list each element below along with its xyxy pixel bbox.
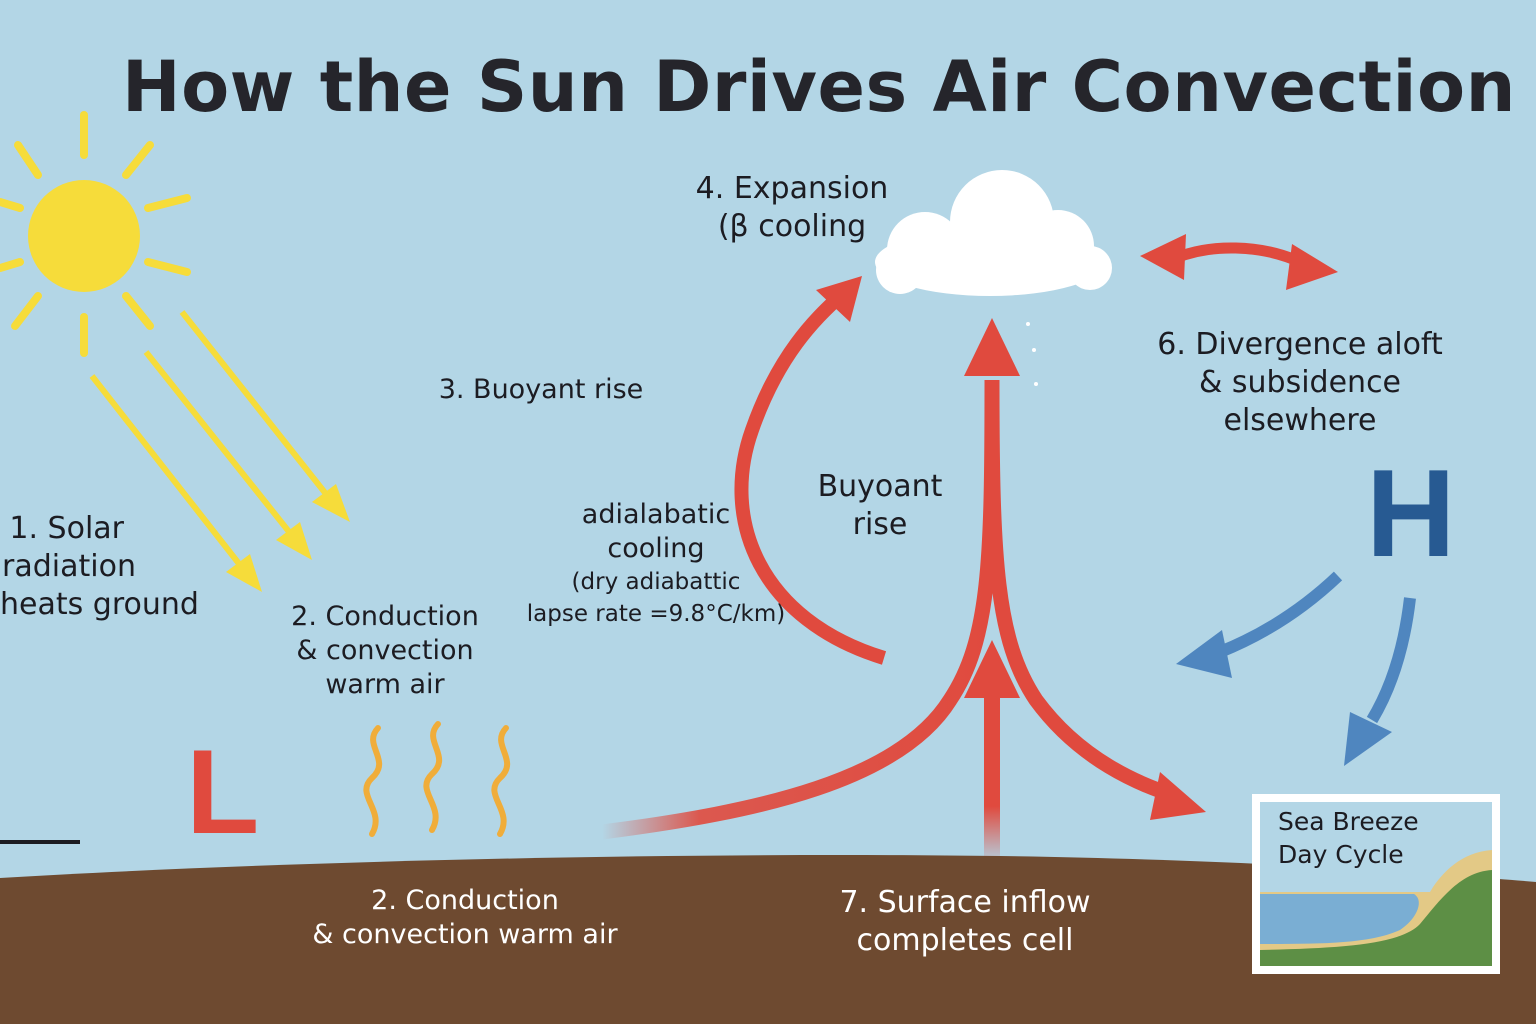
conduction-ground-line-1: 2. Conduction <box>371 885 559 916</box>
rising-loop-arrow <box>734 276 887 665</box>
divergence-double-arrow <box>1140 234 1338 290</box>
sunlight-arrows <box>89 310 350 592</box>
buoyant-center-line-2: rise <box>852 507 908 542</box>
sea-breeze-inset-title: Sea Breeze Day Cycle <box>1278 805 1419 871</box>
low-pressure-label: L <box>186 725 260 859</box>
surface-inflow-line-2: completes cell <box>856 923 1074 958</box>
solar-line-3: heats ground <box>0 587 199 622</box>
buoyant-center-line-1: Buyoant <box>817 469 943 504</box>
adiabatic-line-4: lapse rate =9.8°C/km) <box>526 601 786 627</box>
adiabatic-cooling-label: adialabatic cooling (dry adiabattic laps… <box>516 498 796 630</box>
divergence-line-2: & subsidence <box>1198 365 1402 400</box>
surface-inflow-arrow <box>964 640 1020 856</box>
conduction-ground-line-2: & convection warm air <box>312 919 618 950</box>
surface-inflow-label: 7. Surface inflow completes cell <box>815 884 1115 960</box>
ground <box>0 854 1536 1024</box>
expansion-line-2: (β cooling <box>717 209 867 244</box>
conduction-upper-label: 2. Conduction & convection warm air <box>270 600 500 702</box>
conduction-upper-line-1: 2. Conduction <box>291 601 479 632</box>
page-title: How the Sun Drives Air Convection <box>122 46 1516 128</box>
conduction-upper-line-2: & convection <box>296 635 474 666</box>
buoyant-rise-label: 3. Buoyant rise <box>438 374 644 405</box>
inset-title-line-1: Sea Breeze <box>1278 807 1419 836</box>
sea-breeze-inset <box>1252 794 1500 974</box>
solar-radiation-label: 1. Solar radiation heats ground <box>0 510 199 624</box>
adiabatic-line-2: cooling <box>607 533 705 564</box>
conduction-ground-label: 2. Conduction & convection warm air <box>270 884 660 952</box>
cloud-icon <box>875 170 1112 296</box>
expansion-label: 4. Expansion (β cooling <box>672 170 912 246</box>
heat-waves <box>363 721 511 837</box>
surface-inflow-line-1: 7. Surface inflow <box>839 885 1091 920</box>
adiabatic-line-3: (dry adiabattic <box>571 569 741 595</box>
solar-line-1: 1. Solar <box>9 511 124 546</box>
central-updraft-arrow <box>601 318 1206 840</box>
divergence-label: 6. Divergence aloft & subsidence elsewhe… <box>1140 326 1460 440</box>
divergence-line-1: 6. Divergence aloft <box>1157 327 1443 362</box>
conduction-upper-line-3: warm air <box>325 669 445 700</box>
drizzle-dots <box>1026 322 1038 386</box>
expansion-line-1: 4. Expansion <box>695 171 889 206</box>
subsidence-arrows <box>1176 571 1416 766</box>
adiabatic-line-1: adialabatic <box>581 499 731 530</box>
inset-title-line-2: Day Cycle <box>1278 840 1404 869</box>
buoyant-rise-center-label: Buyoant rise <box>790 468 970 544</box>
solar-line-2: radiation <box>2 549 136 584</box>
divergence-line-3: elsewhere <box>1223 403 1377 438</box>
sun-icon <box>0 111 191 357</box>
high-pressure-label: H <box>1366 445 1456 583</box>
